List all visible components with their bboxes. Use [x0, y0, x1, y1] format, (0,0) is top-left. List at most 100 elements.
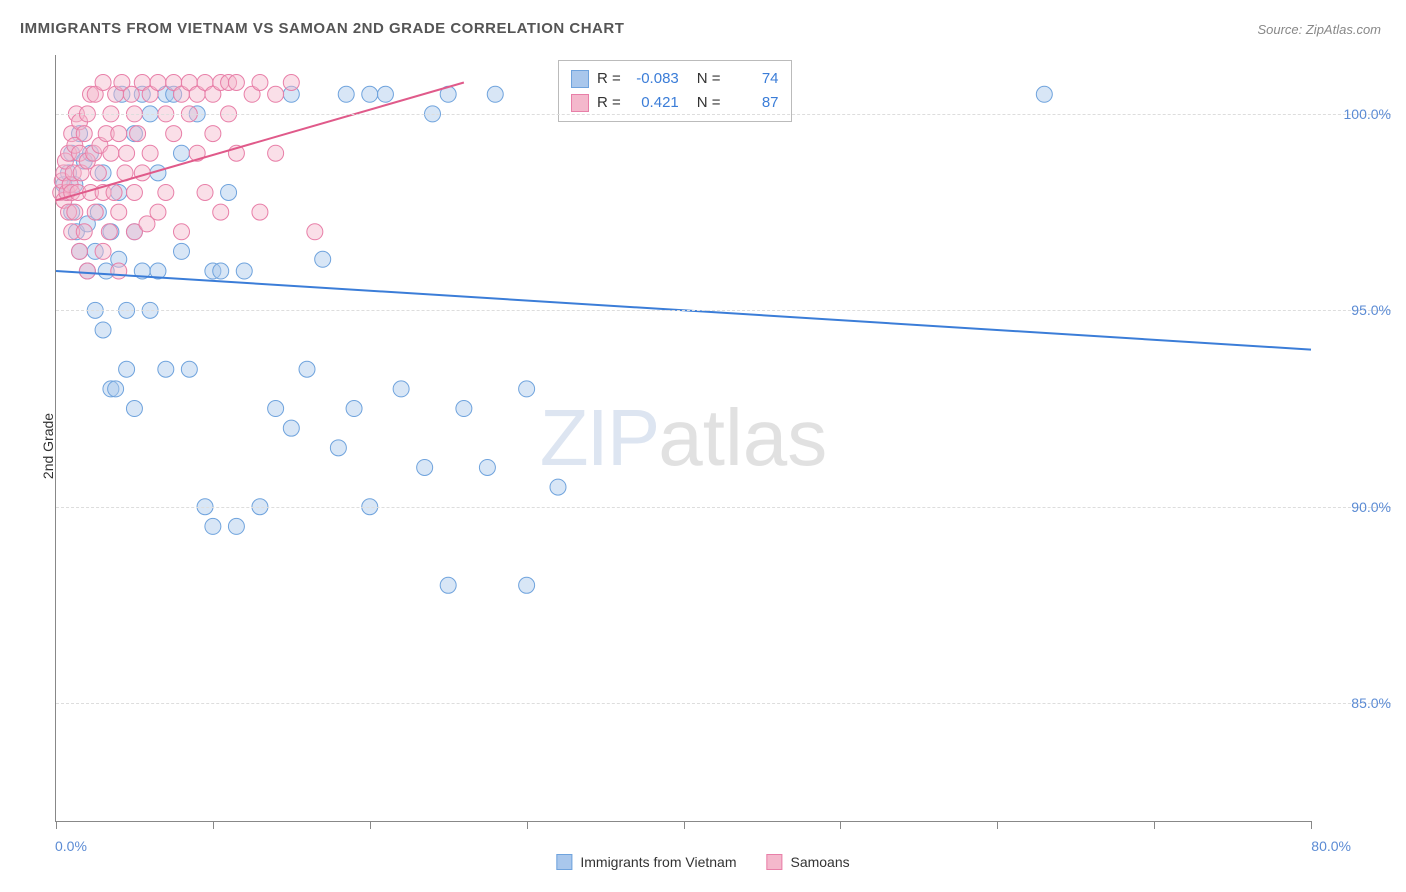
- n-label: N =: [697, 91, 721, 115]
- data-point: [417, 459, 433, 475]
- r-value: 0.421: [629, 91, 679, 115]
- y-tick-label: 100.0%: [1321, 106, 1391, 122]
- legend-item: Samoans: [766, 854, 849, 870]
- x-axis-right-label: 80.0%: [1311, 838, 1351, 854]
- data-point: [166, 126, 182, 142]
- data-point: [111, 263, 127, 279]
- data-point: [268, 86, 284, 102]
- data-point: [95, 322, 111, 338]
- gridline: [56, 507, 1391, 508]
- data-point: [111, 204, 127, 220]
- y-tick-label: 95.0%: [1321, 302, 1391, 318]
- data-point: [150, 74, 166, 90]
- data-point: [268, 145, 284, 161]
- data-point: [111, 126, 127, 142]
- data-point: [338, 86, 354, 102]
- data-point: [440, 577, 456, 593]
- y-axis-label: 2nd Grade: [40, 413, 56, 479]
- data-point: [283, 420, 299, 436]
- data-point: [362, 86, 378, 102]
- data-point: [221, 184, 237, 200]
- data-point: [519, 381, 535, 397]
- data-point: [106, 184, 122, 200]
- data-point: [315, 251, 331, 267]
- data-point: [181, 361, 197, 377]
- data-point: [90, 165, 106, 181]
- data-point: [205, 518, 221, 534]
- gridline: [56, 703, 1391, 704]
- data-point: [283, 74, 299, 90]
- data-point: [119, 361, 135, 377]
- x-tick: [56, 821, 57, 829]
- stats-box: R = -0.083 N = 74R = 0.421 N = 87: [558, 60, 792, 122]
- r-label: R =: [597, 67, 621, 91]
- data-point: [393, 381, 409, 397]
- data-point: [252, 74, 268, 90]
- data-point: [377, 86, 393, 102]
- x-tick: [997, 821, 998, 829]
- chart-title: IMMIGRANTS FROM VIETNAM VS SAMOAN 2ND GR…: [20, 20, 624, 37]
- data-point: [67, 204, 83, 220]
- data-point: [103, 145, 119, 161]
- plot-svg: [56, 55, 1311, 821]
- data-point: [479, 459, 495, 475]
- data-point: [307, 224, 323, 240]
- data-point: [79, 263, 95, 279]
- data-point: [72, 243, 88, 259]
- gridline: [56, 114, 1391, 115]
- legend-label: Immigrants from Vietnam: [580, 854, 736, 870]
- r-value: -0.083: [629, 67, 679, 91]
- x-tick: [684, 821, 685, 829]
- n-label: N =: [697, 67, 721, 91]
- x-tick: [1154, 821, 1155, 829]
- data-point: [130, 126, 146, 142]
- data-point: [174, 224, 190, 240]
- x-tick: [840, 821, 841, 829]
- data-point: [119, 145, 135, 161]
- source-label: Source: ZipAtlas.com: [1257, 22, 1381, 37]
- data-point: [76, 224, 92, 240]
- data-point: [236, 263, 252, 279]
- data-point: [456, 401, 472, 417]
- data-point: [1036, 86, 1052, 102]
- data-point: [126, 184, 142, 200]
- data-point: [95, 74, 111, 90]
- data-point: [150, 204, 166, 220]
- data-point: [299, 361, 315, 377]
- stats-row: R = -0.083 N = 74: [571, 67, 779, 91]
- legend-swatch: [766, 854, 782, 870]
- data-point: [268, 401, 284, 417]
- plot-area: ZIPatlas R =-0.083N =74R =0.421N =87 85.…: [55, 55, 1311, 822]
- data-point: [101, 224, 117, 240]
- x-axis-left-label: 0.0%: [55, 838, 87, 854]
- legend-bottom: Immigrants from Vietnam Samoans: [556, 854, 849, 870]
- data-point: [213, 263, 229, 279]
- x-tick: [370, 821, 371, 829]
- data-point: [197, 184, 213, 200]
- legend-swatch: [571, 70, 589, 88]
- x-tick: [213, 821, 214, 829]
- data-point: [330, 440, 346, 456]
- data-point: [213, 204, 229, 220]
- data-point: [205, 126, 221, 142]
- stats-row: R =0.421N =87: [571, 91, 779, 115]
- data-point: [550, 479, 566, 495]
- data-point: [174, 145, 190, 161]
- data-point: [346, 401, 362, 417]
- x-tick: [527, 821, 528, 829]
- data-point: [95, 243, 111, 259]
- gridline: [56, 310, 1391, 311]
- y-tick-label: 90.0%: [1321, 499, 1391, 515]
- data-point: [76, 126, 92, 142]
- legend-swatch: [556, 854, 572, 870]
- n-value: 74: [729, 67, 779, 91]
- legend-swatch: [571, 94, 589, 112]
- n-value: 87: [729, 91, 779, 115]
- data-point: [142, 145, 158, 161]
- data-point: [158, 361, 174, 377]
- data-point: [228, 74, 244, 90]
- legend-item: Immigrants from Vietnam: [556, 854, 736, 870]
- data-point: [87, 204, 103, 220]
- data-point: [126, 401, 142, 417]
- data-point: [487, 86, 503, 102]
